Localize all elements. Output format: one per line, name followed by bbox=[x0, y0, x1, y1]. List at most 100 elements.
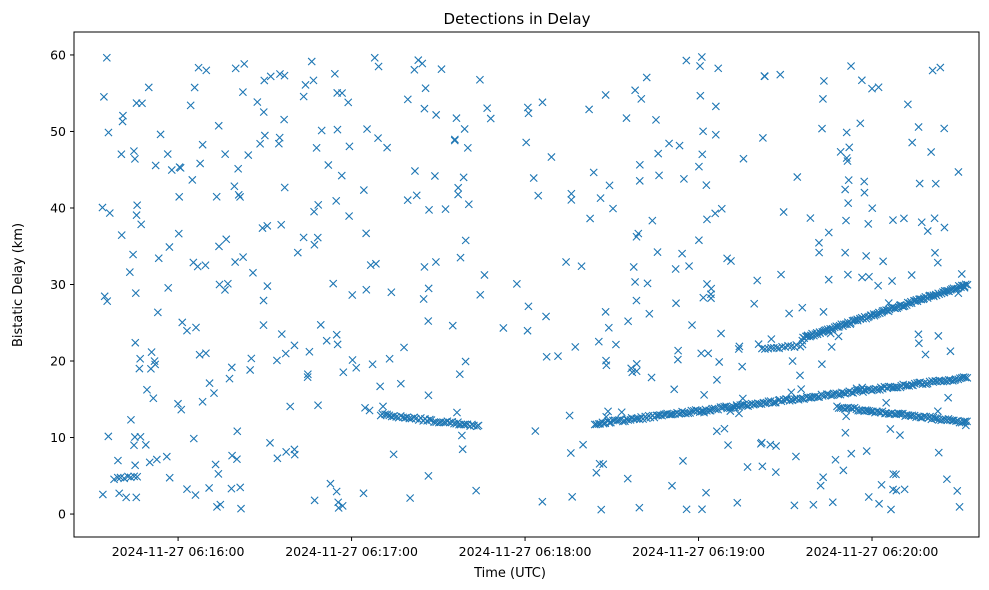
detection-point bbox=[959, 417, 968, 426]
detection-point bbox=[643, 279, 652, 288]
detection-point bbox=[655, 171, 664, 180]
detection-point bbox=[476, 290, 485, 299]
detection-point bbox=[186, 101, 195, 110]
detection-point bbox=[374, 134, 383, 143]
detection-point bbox=[843, 270, 852, 279]
detection-point bbox=[256, 139, 265, 148]
detection-point bbox=[611, 340, 620, 349]
detection-point bbox=[191, 491, 200, 500]
detection-point bbox=[368, 360, 377, 369]
detection-point bbox=[818, 391, 827, 400]
detection-point bbox=[316, 320, 325, 329]
detection-point bbox=[113, 456, 122, 465]
detection-point bbox=[174, 399, 182, 408]
detection-point bbox=[702, 488, 711, 497]
detection-point bbox=[103, 297, 112, 306]
detection-point bbox=[118, 117, 127, 126]
detection-point bbox=[797, 385, 806, 394]
detection-point bbox=[420, 262, 429, 271]
detection-point bbox=[130, 441, 138, 450]
detection-point bbox=[824, 275, 833, 284]
detection-point bbox=[907, 271, 916, 280]
detection-point bbox=[831, 455, 840, 464]
detection-point bbox=[771, 468, 780, 477]
detection-point bbox=[431, 258, 440, 267]
detection-point bbox=[920, 412, 929, 421]
detection-point bbox=[129, 250, 138, 259]
detection-point bbox=[892, 486, 901, 495]
detection-point bbox=[930, 214, 939, 223]
detection-point bbox=[129, 147, 138, 156]
detection-point bbox=[860, 188, 869, 197]
detection-point bbox=[240, 59, 249, 68]
detection-point bbox=[424, 391, 433, 400]
detection-point bbox=[759, 398, 768, 407]
detection-point bbox=[712, 375, 721, 384]
detection-point bbox=[425, 415, 434, 424]
detection-point bbox=[370, 53, 379, 62]
detection-point bbox=[227, 484, 236, 493]
detection-point bbox=[430, 171, 439, 180]
detection-point bbox=[566, 449, 575, 457]
detection-point bbox=[868, 84, 877, 93]
detection-point bbox=[314, 401, 323, 410]
detection-point bbox=[385, 354, 394, 363]
detection-point bbox=[672, 299, 681, 308]
detection-point bbox=[117, 150, 126, 159]
detection-point bbox=[697, 52, 706, 61]
detection-point bbox=[697, 349, 706, 358]
detection-point bbox=[954, 167, 963, 176]
detection-point bbox=[403, 196, 412, 205]
detection-point bbox=[711, 130, 720, 139]
detection-point bbox=[623, 474, 632, 483]
detection-point bbox=[946, 347, 955, 356]
detection-point bbox=[679, 174, 688, 183]
detection-point bbox=[706, 290, 715, 299]
detection-point bbox=[874, 281, 883, 290]
detection-point bbox=[237, 504, 245, 513]
detection-point bbox=[779, 208, 788, 217]
detection-point bbox=[739, 154, 748, 163]
detection-point bbox=[198, 397, 207, 406]
detection-point bbox=[104, 432, 113, 441]
detection-point bbox=[178, 318, 187, 327]
detection-point bbox=[617, 408, 626, 417]
detection-point bbox=[671, 265, 680, 273]
detection-point bbox=[301, 80, 310, 89]
detection-point bbox=[686, 408, 695, 417]
detection-point bbox=[720, 424, 729, 433]
detection-point bbox=[437, 65, 446, 74]
detection-point bbox=[523, 326, 532, 335]
detection-point bbox=[815, 248, 824, 257]
detection-point bbox=[767, 335, 776, 344]
detection-point bbox=[277, 330, 286, 339]
detection-point bbox=[874, 83, 883, 92]
detection-point bbox=[215, 280, 224, 289]
detection-point bbox=[260, 76, 269, 85]
detection-point bbox=[450, 135, 459, 144]
detection-point bbox=[410, 167, 419, 176]
x-axis-label: Time (UTC) bbox=[473, 566, 546, 581]
detection-point bbox=[922, 380, 931, 389]
detection-point bbox=[595, 459, 604, 468]
chart-title: Detections in Delay bbox=[444, 10, 591, 28]
detection-point bbox=[839, 466, 848, 475]
detection-point bbox=[309, 76, 318, 85]
detection-point bbox=[396, 411, 405, 420]
detection-point bbox=[277, 220, 286, 229]
detection-point bbox=[936, 63, 945, 72]
detection-point bbox=[694, 236, 703, 245]
detection-point bbox=[177, 405, 186, 414]
detection-point bbox=[735, 342, 744, 351]
detection-point bbox=[624, 317, 633, 326]
detection-point bbox=[280, 183, 289, 192]
detection-point bbox=[565, 411, 574, 420]
detection-point bbox=[212, 502, 221, 511]
detection-point bbox=[750, 299, 759, 308]
detection-point bbox=[787, 388, 796, 397]
detection-point bbox=[314, 200, 323, 209]
detection-point bbox=[877, 480, 886, 489]
detection-point bbox=[632, 232, 641, 241]
detection-point bbox=[714, 64, 723, 73]
detection-point bbox=[886, 425, 895, 434]
